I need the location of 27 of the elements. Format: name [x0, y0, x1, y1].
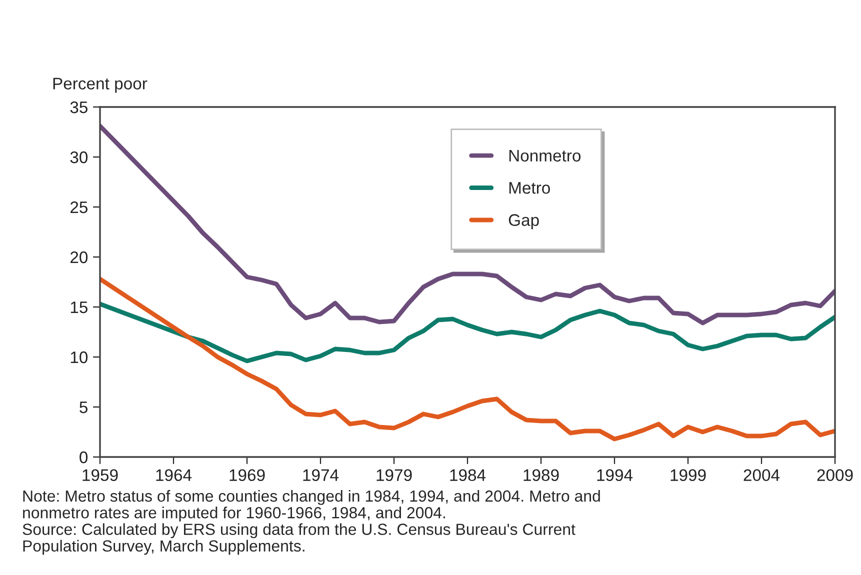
- x-tick-label: 2009: [817, 469, 853, 482]
- y-tick-label: 15: [70, 302, 88, 314]
- x-tick-label: 1974: [303, 469, 339, 482]
- legend-label: Metro: [509, 182, 550, 194]
- y-tick-label: 20: [70, 251, 88, 264]
- x-tick-label: 1999: [670, 469, 706, 482]
- x-tick-label: 2004: [744, 469, 780, 482]
- legend-label: Gap: [508, 214, 539, 230]
- y-tick-label: 30: [70, 151, 88, 164]
- legend-label: Nonmetro: [509, 150, 581, 162]
- x-tick-label: 1969: [230, 469, 265, 482]
- x-tick-label: 1964: [156, 469, 192, 482]
- y-tick-label: 10: [70, 351, 88, 364]
- text: Note: Metro status of some counties changed in 1984, 1994, and 2004. Metro and nonmetro rates are imputed for 1960-1966, 1984, and 2004. Source: Calculated by ERS using data from the U.S. Census Bureau's Current Population Survey, March Supplements.: [22, 490, 600, 555]
- x-tick-label: 1989: [524, 469, 559, 482]
- x-tick-label: 1994: [597, 469, 633, 482]
- line-series: [100, 124, 835, 326]
- x-tick-label: 1979: [376, 469, 412, 482]
- x-tick-label: 1959: [82, 469, 118, 482]
- line-series: [100, 276, 835, 442]
- y-tick-label: 5: [80, 402, 88, 414]
- y-axis-title: Percent poor: [53, 78, 148, 93]
- y-tick-label: 25: [70, 201, 88, 214]
- y-tick-label: 35: [70, 101, 88, 114]
- x-tick-label: 1984: [450, 469, 486, 482]
- line-series: [100, 302, 835, 364]
- y-tick-label: 0: [80, 451, 88, 464]
